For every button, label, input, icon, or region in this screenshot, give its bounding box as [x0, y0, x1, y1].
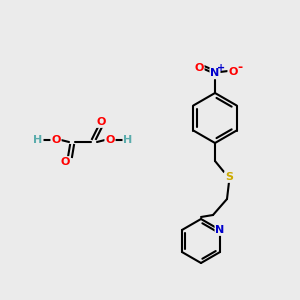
Text: H: H [123, 135, 133, 145]
Text: O: O [228, 67, 238, 77]
Text: O: O [96, 117, 106, 127]
Text: N: N [215, 225, 225, 235]
Text: S: S [225, 172, 233, 182]
Text: O: O [60, 157, 70, 167]
Text: O: O [51, 135, 61, 145]
Text: -: - [237, 61, 243, 74]
Text: +: + [217, 63, 225, 73]
Text: H: H [33, 135, 43, 145]
Text: N: N [210, 68, 220, 78]
Text: O: O [194, 63, 204, 73]
Text: O: O [105, 135, 115, 145]
